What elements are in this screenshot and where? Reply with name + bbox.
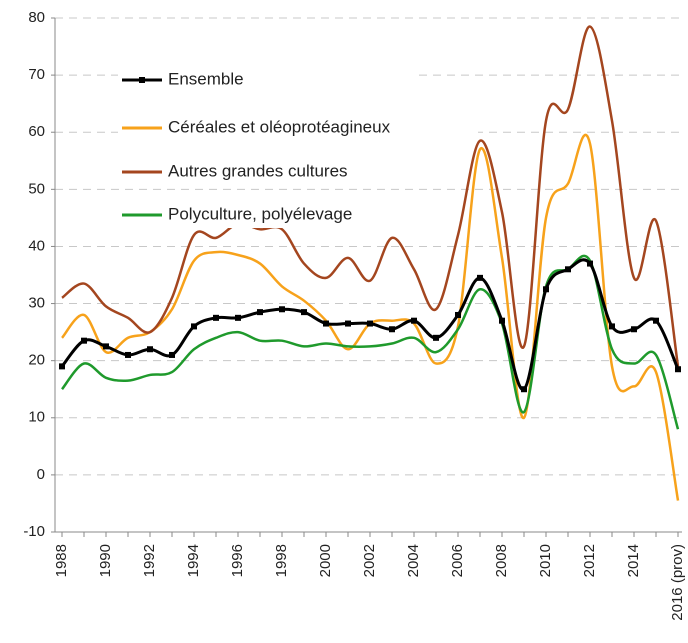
point-marker [675,366,681,373]
x-tick-label: 2016 (prov) [669,544,686,621]
y-tick-label: 20 [28,352,45,369]
point-marker [653,317,659,324]
point-marker [169,351,175,358]
point-marker [345,320,351,327]
legend-bg [118,115,478,141]
x-tick-label: 1996 [229,544,246,577]
point-marker [235,314,241,321]
legend-bg [118,159,398,185]
x-tick-label: 1998 [273,544,290,577]
x-tick-label: 2008 [493,544,510,577]
series-line [61,25,680,367]
x-tick-label: 1990 [97,544,114,577]
x-tick-label: 2014 [625,544,642,577]
x-tick-label: 2006 [449,544,466,577]
legend-label: Céréales et oléoprotéagineux [168,117,391,136]
legend-bg [118,67,418,93]
y-tick-label: 80 [28,9,45,26]
point-marker [323,320,329,327]
point-marker [147,346,153,353]
point-marker [191,323,197,330]
x-tick-label: 1988 [53,544,70,577]
point-marker [125,351,131,358]
point-marker [279,306,285,313]
point-marker [81,337,87,344]
legend-label: Polyculture, polyélevage [168,204,352,223]
y-tick-label: 70 [28,66,45,83]
x-tick-label: 2004 [405,544,422,577]
y-tick-label: 10 [28,409,45,426]
point-marker [213,314,219,321]
point-marker [367,320,373,327]
legend-bg [118,202,418,228]
x-tick-label: 1994 [185,544,202,577]
point-marker [609,323,615,330]
legend-label: Ensemble [168,69,244,88]
point-marker [499,317,505,324]
point-marker [59,363,65,370]
y-tick-label: 40 [28,237,45,254]
point-marker [455,311,461,318]
x-tick-label: 2000 [317,544,334,577]
y-tick-label: 50 [28,180,45,197]
y-tick-label: 30 [28,295,45,312]
point-marker [103,343,109,350]
x-tick-label: 2002 [361,544,378,577]
y-tick-label: -10 [23,523,45,540]
point-marker [301,309,307,316]
series-line [61,254,680,430]
series-line [60,258,680,391]
point-marker [257,309,263,316]
point-marker [587,260,593,267]
y-tick-label: 0 [37,466,45,483]
legend-marker [139,77,145,83]
point-marker [477,274,483,281]
point-marker [411,317,417,324]
point-marker [433,334,439,341]
point-marker [521,386,527,393]
x-tick-label: 2010 [537,544,554,577]
point-marker [543,286,549,293]
x-tick-label: 1992 [141,544,158,577]
y-tick-label: 60 [28,123,45,140]
point-marker [631,326,637,333]
point-marker [389,326,395,333]
x-tick-label: 2012 [581,544,598,577]
legend-label: Autres grandes cultures [168,161,348,180]
point-marker [565,266,571,273]
